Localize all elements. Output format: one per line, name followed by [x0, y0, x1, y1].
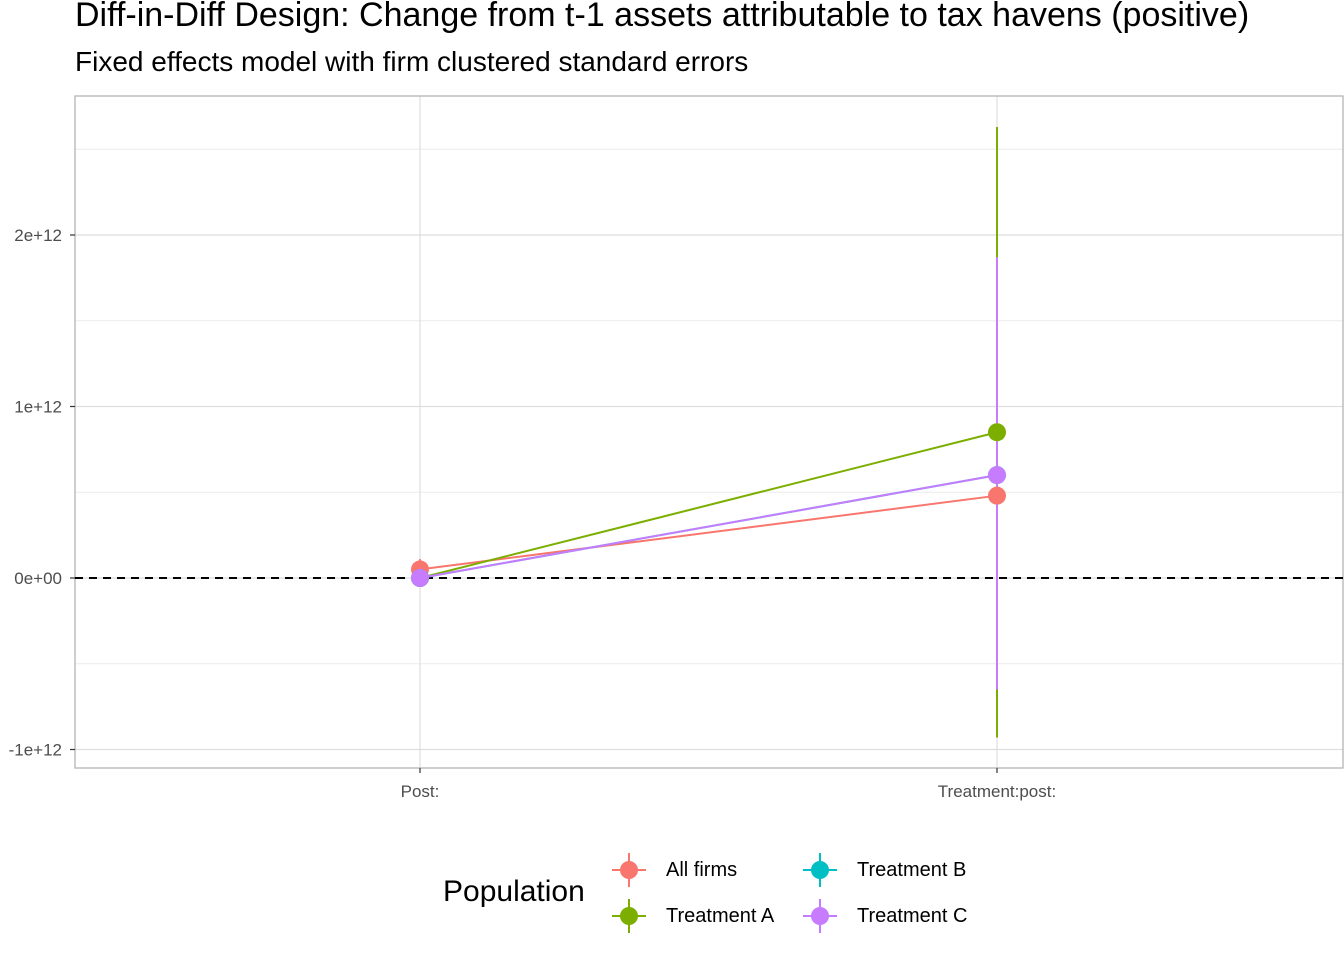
legend-key [803, 853, 837, 887]
legend-item: Treatment B [800, 850, 1000, 890]
legend-key-point [620, 907, 638, 925]
legend-label: Treatment B [857, 859, 967, 881]
series-line [419, 431, 998, 579]
series-line [419, 494, 998, 571]
legend-key-point [811, 907, 829, 925]
panel-border [74, 95, 1344, 769]
data-point [988, 423, 1006, 442]
y-tick-label: 1e+12 [14, 398, 62, 417]
legend-key [612, 899, 646, 933]
chart-title: Diff-in-Diff Design: Change from t-1 ass… [75, 0, 1250, 34]
legend-label: All firms [666, 859, 738, 881]
legend-label: Treatment C [857, 905, 968, 927]
legend-key [612, 853, 646, 887]
y-tick-label: 2e+12 [14, 226, 62, 245]
legend-item: Treatment A [609, 896, 809, 936]
data-point [988, 466, 1006, 485]
y-tick-label: -1e+12 [9, 741, 62, 760]
legend-key-point [620, 861, 638, 879]
legend-item: Treatment C [800, 896, 1000, 936]
y-tick-label: 0e+00 [14, 569, 62, 588]
series-line [419, 474, 998, 579]
legend-item: All firms [609, 850, 809, 890]
x-tick-label: Treatment:post: [938, 782, 1056, 801]
data-point [988, 486, 1006, 505]
data-point [411, 569, 429, 587]
legend-key-point [811, 861, 829, 879]
chart-subtitle: Fixed effects model with firm clustered … [75, 46, 749, 77]
legend-title: Population [443, 875, 585, 908]
legend-label: Treatment A [666, 905, 775, 927]
plot-area: -1e+12 0e+00 1e+12 2e+12 Post: Treatment:post… [9, 95, 1344, 801]
x-tick-label: Post: [401, 782, 440, 801]
legend: Population All firms Treatment A Treatment… [443, 848, 1043, 938]
legend-key [803, 899, 837, 933]
